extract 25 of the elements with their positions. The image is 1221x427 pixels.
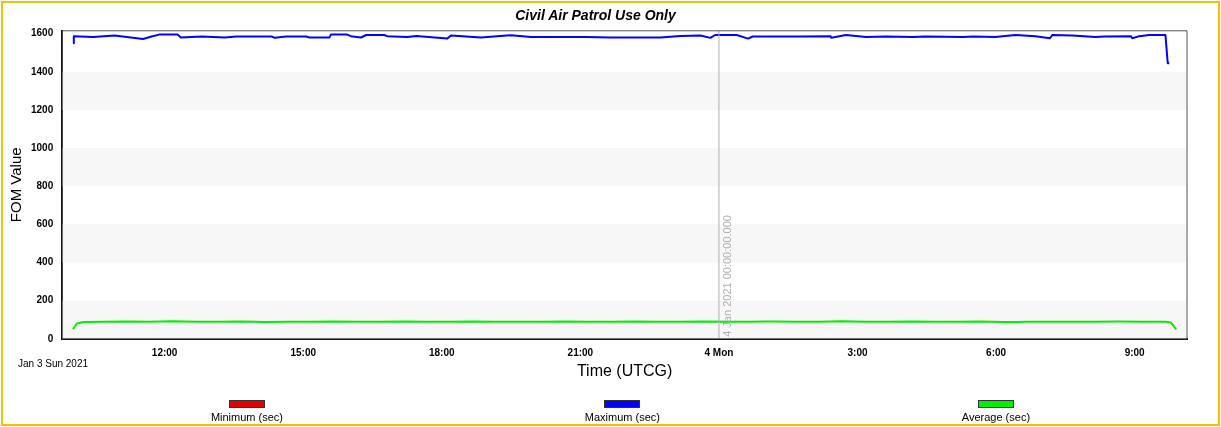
ref-line-label: 4 Jan 2021 00:00:00.000	[721, 215, 734, 337]
x-tick-label: 21:00	[567, 346, 594, 358]
y-axis-title: FOM Value	[7, 147, 25, 223]
y-tick-label: 1400	[31, 65, 54, 77]
y-tick-label: 1600	[31, 27, 54, 39]
chart-title: Civil Air Patrol Use Only	[515, 7, 677, 24]
x-tick-label: 3:00	[847, 346, 868, 358]
legend-label: Maximum (sec)	[584, 411, 660, 423]
y-tick-label: 600	[36, 218, 54, 230]
text: Jan 3 Sun 2021	[18, 357, 89, 369]
x-axis-title: Time (UTCG)	[576, 361, 673, 379]
y-tick-label: 400	[36, 256, 54, 268]
x-tick-label: 18:00	[428, 346, 456, 358]
y-tick-label: 800	[36, 179, 54, 191]
x-tick-label: 12:00	[151, 346, 178, 358]
x-tick-label: 15:00	[290, 346, 317, 358]
y-tick-label: 1000	[31, 141, 54, 153]
x-tick-label: 4 Mon	[704, 346, 734, 358]
x-tick-label: 9:00	[1124, 346, 1146, 358]
y-tick-label: 200	[36, 294, 54, 306]
y-tick-label: 0	[47, 332, 54, 344]
legend-label: Minimum (sec)	[210, 411, 284, 423]
legend-label: Average (sec)	[961, 411, 1031, 423]
x-tick-label: 6:00	[986, 346, 1007, 358]
y-tick-label: 1200	[31, 103, 54, 115]
